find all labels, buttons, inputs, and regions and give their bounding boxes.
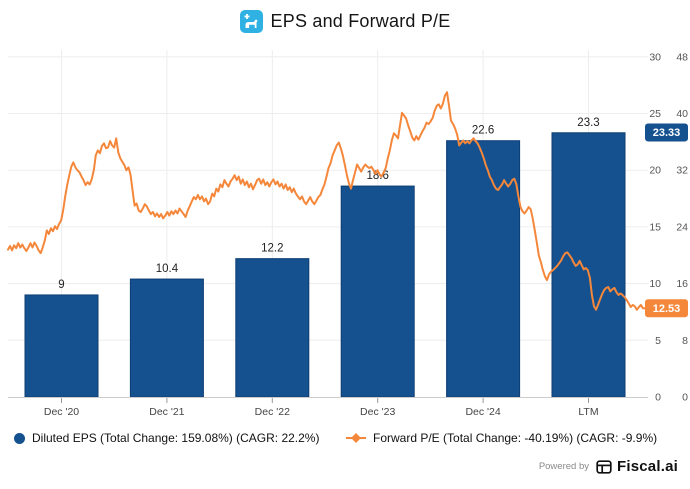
bar-value-label: 9 — [58, 279, 64, 291]
pe-axis-tick-label: 0 — [682, 392, 688, 404]
pe-axis-tick-label: 8 — [682, 335, 688, 347]
powered-by-text: Powered by — [538, 461, 589, 472]
eps-bar[interactable] — [129, 278, 204, 398]
pe-last-value-badge[interactable] — [645, 299, 688, 318]
eps-last-value-badge-text: 23.33 — [653, 127, 681, 139]
pe-axis-tick-label: 16 — [676, 278, 688, 290]
eps-axis-tick-label: 30 — [649, 51, 661, 63]
pe-last-value-badge-text: 12.53 — [653, 303, 681, 315]
pe-axis-tick-label: 32 — [676, 165, 688, 177]
chart-title-row: EPS and Forward P/E — [0, 10, 690, 33]
x-tick-label: Dec '23 — [360, 406, 395, 418]
eps-bar[interactable] — [24, 294, 99, 398]
x-tick-label: Dec '21 — [149, 406, 184, 418]
eps-axis-tick-label: 20 — [649, 165, 661, 177]
eps-axis-tick-label: 25 — [649, 108, 661, 120]
brand-name: Fiscal.ai — [616, 458, 678, 475]
eps-bar[interactable] — [551, 132, 626, 398]
pe-legend-label: Forward P/E (Total Change: -40.19%) (CAG… — [373, 431, 658, 445]
x-tick-label: LTM — [578, 406, 598, 418]
attribution[interactable]: Powered by Fiscal.ai — [539, 458, 678, 475]
x-tick-label: Dec '24 — [465, 406, 500, 418]
animal-health-icon — [239, 10, 263, 33]
pe-axis-tick-label: 40 — [676, 108, 688, 120]
pe-axis-tick-label: 24 — [676, 221, 688, 233]
pe-axis-tick-label: 48 — [676, 51, 688, 63]
chart-area: 9 10.4 12.2 18.6 22.6 23.3 Dec '20 Dec '21 Dec '… — [7, 50, 688, 418]
x-tick-label: Dec '20 — [44, 406, 79, 418]
pe-line[interactable] — [7, 91, 646, 311]
eps-bar[interactable] — [340, 185, 415, 398]
pe-legend-marker-icon — [346, 433, 366, 443]
bar-value-label: 10.4 — [156, 263, 179, 275]
eps-legend-label: Diluted EPS (Total Change: 159.08%) (CAG… — [32, 431, 320, 445]
eps-axis-tick-label: 15 — [649, 221, 661, 233]
eps-bar[interactable] — [235, 258, 310, 398]
legend-item-eps[interactable]: Diluted EPS (Total Change: 159.08%) (CAG… — [14, 431, 319, 445]
eps-bar[interactable] — [446, 140, 521, 398]
bar-value-label: 12.2 — [261, 243, 283, 255]
chart-title: EPS and Forward P/E — [270, 11, 451, 31]
legend-item-pe[interactable]: Forward P/E (Total Change: -40.19%) (CAG… — [346, 431, 657, 445]
bar-value-label: 23.3 — [577, 117, 599, 129]
eps-axis-tick-label: 0 — [655, 392, 661, 404]
bar-value-label: 22.6 — [472, 125, 494, 137]
eps-axis-tick-label: 5 — [655, 335, 661, 347]
x-tick-label: Dec '22 — [255, 406, 290, 418]
eps-last-value-badge[interactable] — [645, 123, 688, 142]
eps-axis-tick-label: 10 — [649, 278, 661, 290]
fiscal-logo-icon — [596, 459, 612, 475]
eps-legend-marker-icon — [14, 432, 25, 444]
